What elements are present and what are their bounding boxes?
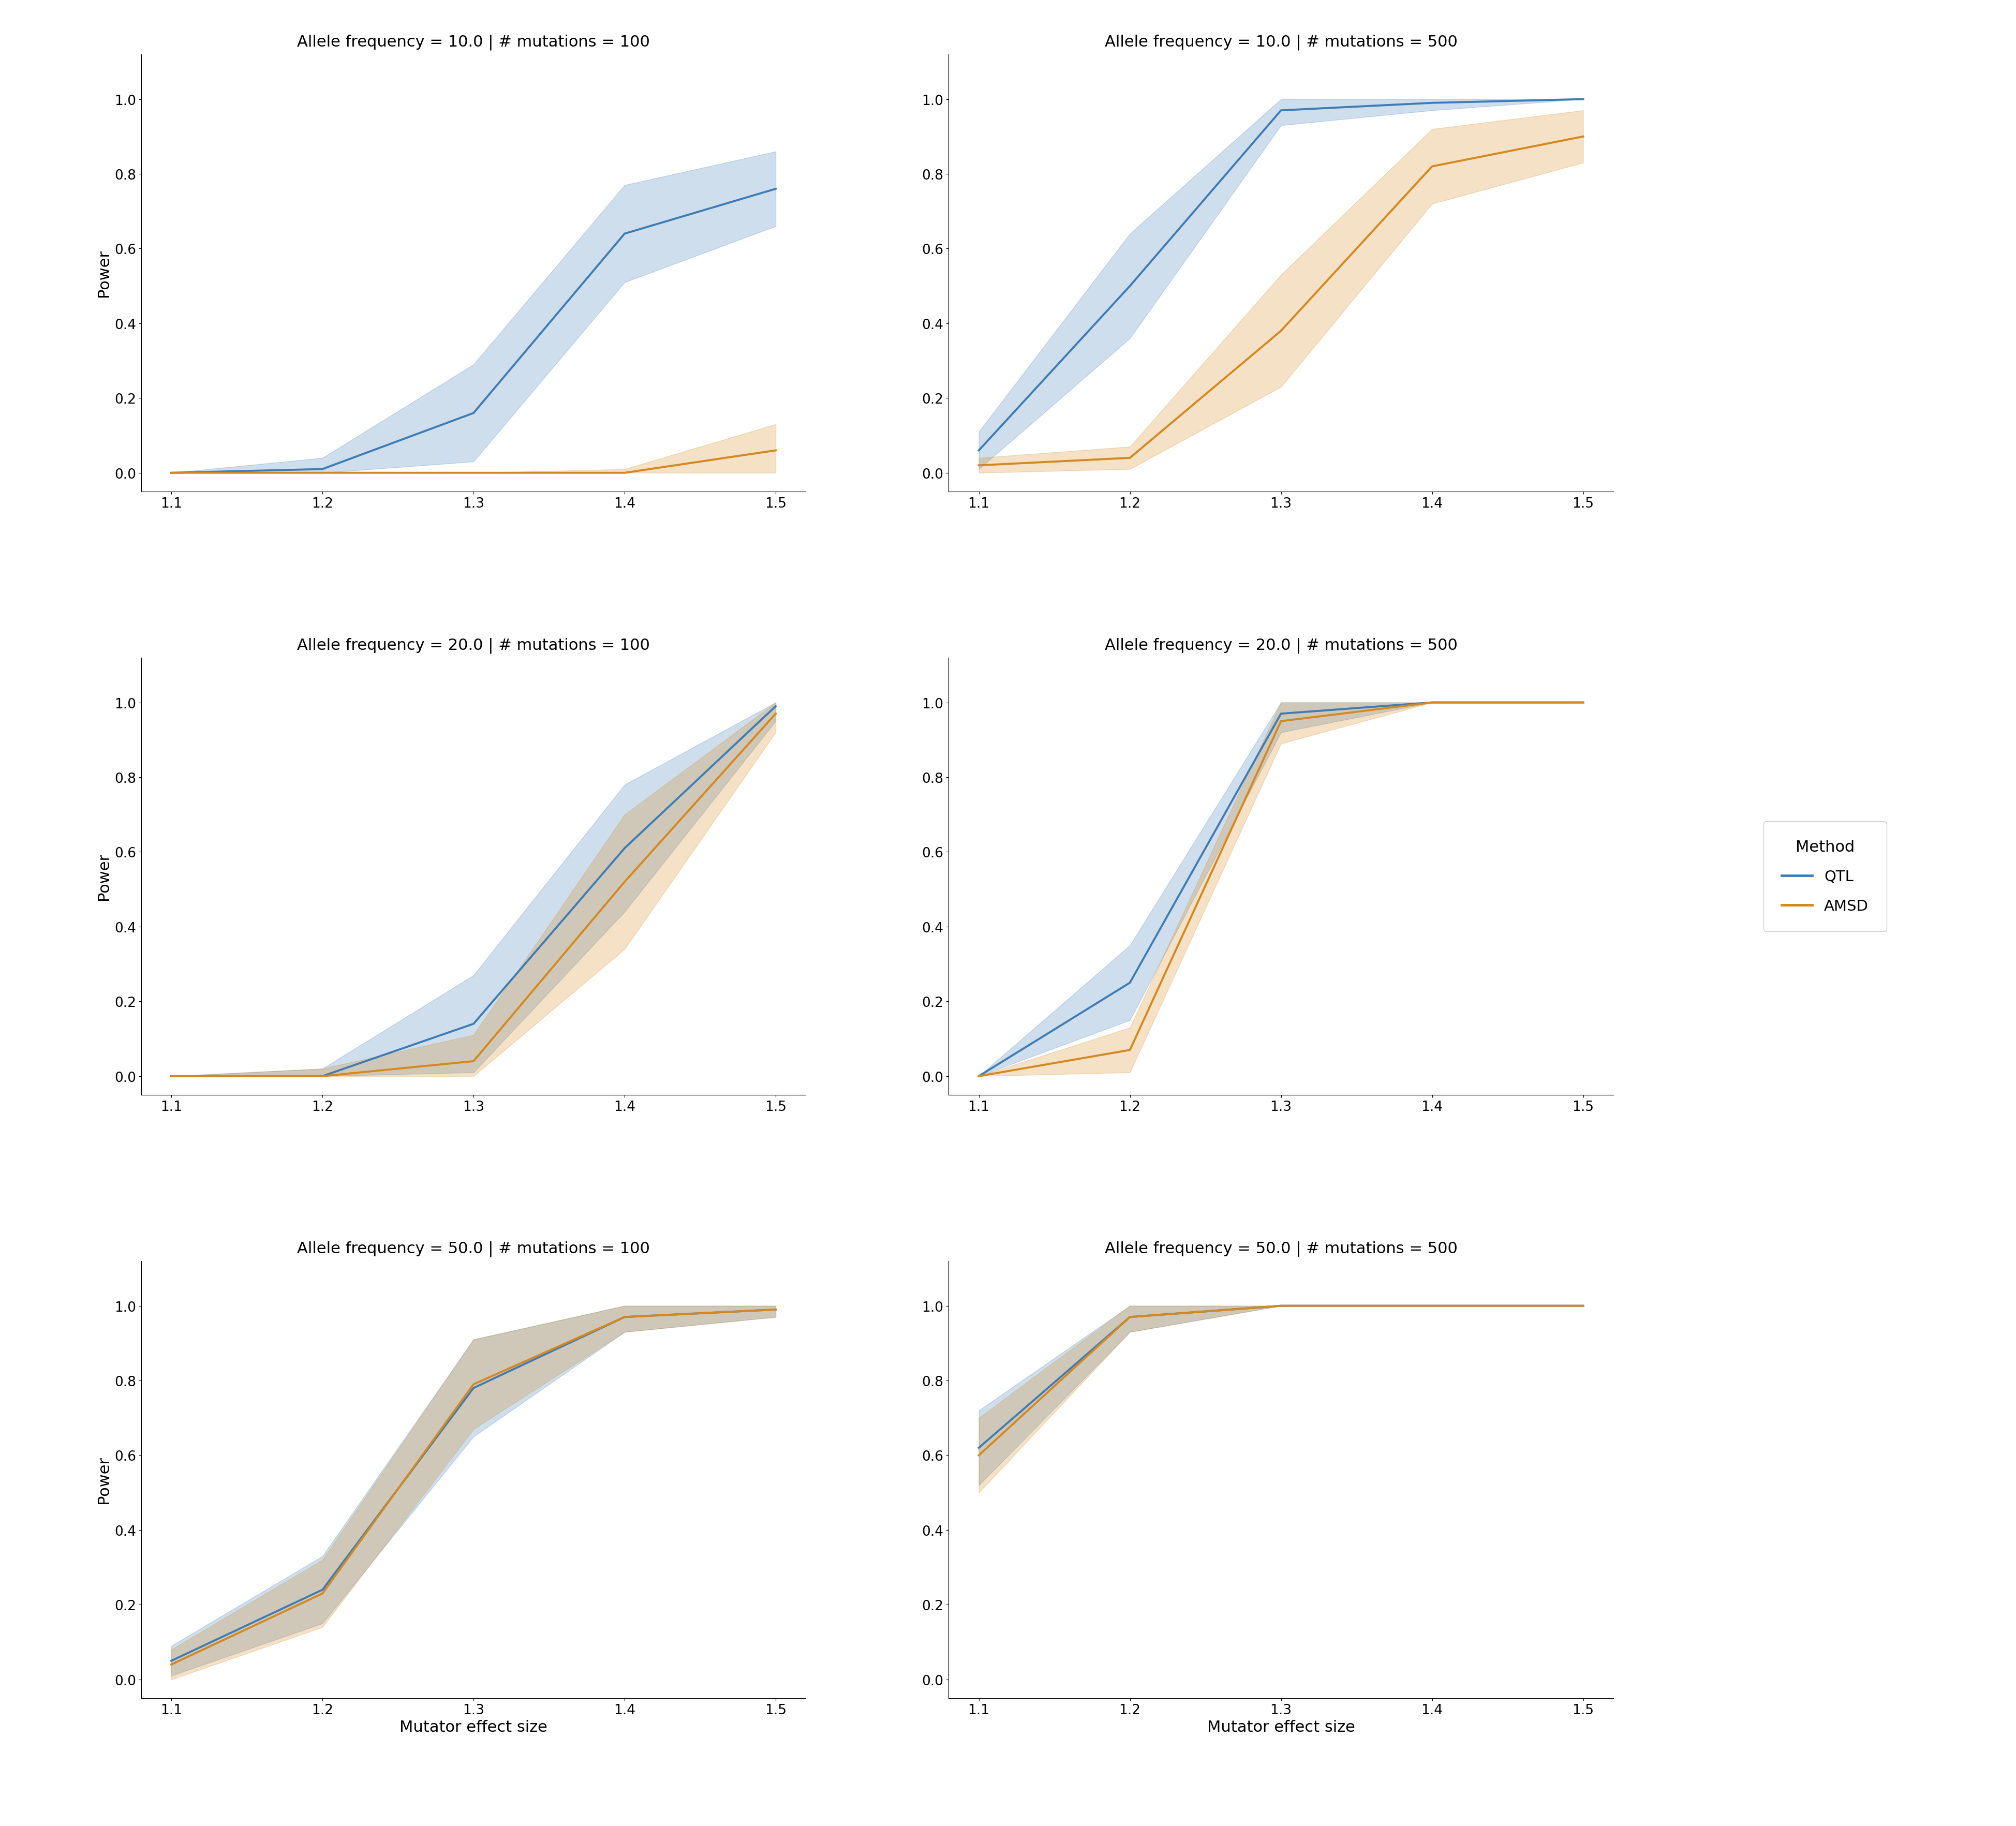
- QTL: [310, 1065, 335, 1086]
- Title: Allele frequency = 20.0 | # mutations = 500: Allele frequency = 20.0 | # mutations = …: [1105, 637, 1458, 654]
- AMSD: [310, 1065, 335, 1086]
- AMSD: [1268, 320, 1292, 341]
- X-axis label: Mutator effect size: Mutator effect size: [399, 1720, 548, 1735]
- QTL: [968, 440, 992, 462]
- QTL: [1117, 1306, 1141, 1328]
- QTL: [764, 696, 788, 718]
- Line: AMSD: AMSD: [171, 1309, 776, 1665]
- AMSD: [764, 440, 788, 462]
- AMSD: [968, 1444, 992, 1466]
- QTL: [310, 1579, 335, 1601]
- QTL: [462, 402, 486, 424]
- Line: AMSD: AMSD: [980, 1306, 1583, 1455]
- AMSD: [159, 1654, 183, 1676]
- QTL: [1419, 692, 1443, 714]
- QTL: [159, 1065, 183, 1086]
- Line: QTL: QTL: [980, 100, 1583, 451]
- Line: QTL: QTL: [171, 190, 776, 473]
- AMSD: [968, 455, 992, 477]
- Line: AMSD: AMSD: [980, 703, 1583, 1076]
- QTL: [1570, 692, 1595, 714]
- Title: Allele frequency = 50.0 | # mutations = 100: Allele frequency = 50.0 | # mutations = …: [296, 1240, 649, 1256]
- Y-axis label: Power: Power: [97, 250, 111, 298]
- Legend: QTL, AMSD: QTL, AMSD: [1764, 822, 1887, 931]
- Y-axis label: Power: Power: [97, 853, 111, 900]
- AMSD: [310, 462, 335, 484]
- AMSD: [613, 871, 637, 893]
- Title: Allele frequency = 20.0 | # mutations = 100: Allele frequency = 20.0 | # mutations = …: [296, 637, 649, 654]
- AMSD: [1419, 155, 1443, 177]
- QTL: [159, 462, 183, 484]
- AMSD: [1117, 1039, 1141, 1061]
- QTL: [1117, 276, 1141, 298]
- Line: QTL: QTL: [171, 1309, 776, 1662]
- QTL: [1117, 971, 1141, 993]
- QTL: [310, 458, 335, 480]
- QTL: [764, 1298, 788, 1320]
- QTL: [159, 1651, 183, 1673]
- QTL: [462, 1013, 486, 1035]
- Y-axis label: Power: Power: [97, 1455, 111, 1503]
- AMSD: [613, 462, 637, 484]
- AMSD: [764, 1298, 788, 1320]
- AMSD: [1268, 710, 1292, 732]
- QTL: [1268, 100, 1292, 122]
- Line: QTL: QTL: [980, 703, 1583, 1076]
- Line: AMSD: AMSD: [171, 714, 776, 1076]
- QTL: [613, 1306, 637, 1328]
- AMSD: [1570, 692, 1595, 714]
- AMSD: [613, 1306, 637, 1328]
- QTL: [968, 1437, 992, 1459]
- Line: AMSD: AMSD: [171, 451, 776, 473]
- AMSD: [1419, 1295, 1443, 1317]
- AMSD: [159, 1065, 183, 1086]
- QTL: [1570, 1295, 1595, 1317]
- Title: Allele frequency = 10.0 | # mutations = 100: Allele frequency = 10.0 | # mutations = …: [296, 35, 649, 49]
- AMSD: [764, 703, 788, 725]
- QTL: [1268, 1295, 1292, 1317]
- AMSD: [968, 1065, 992, 1086]
- AMSD: [462, 1373, 486, 1395]
- AMSD: [1117, 1306, 1141, 1328]
- AMSD: [310, 1583, 335, 1605]
- X-axis label: Mutator effect size: Mutator effect size: [1208, 1720, 1355, 1735]
- QTL: [1268, 703, 1292, 725]
- Line: QTL: QTL: [980, 1306, 1583, 1448]
- QTL: [764, 179, 788, 201]
- QTL: [1419, 93, 1443, 115]
- Line: AMSD: AMSD: [980, 137, 1583, 466]
- QTL: [613, 838, 637, 860]
- QTL: [613, 223, 637, 245]
- AMSD: [1268, 1295, 1292, 1317]
- AMSD: [462, 462, 486, 484]
- AMSD: [1570, 1295, 1595, 1317]
- QTL: [1419, 1295, 1443, 1317]
- QTL: [1570, 89, 1595, 111]
- Line: QTL: QTL: [171, 707, 776, 1076]
- AMSD: [1419, 692, 1443, 714]
- AMSD: [462, 1050, 486, 1072]
- AMSD: [1117, 447, 1141, 469]
- QTL: [968, 1065, 992, 1086]
- AMSD: [159, 462, 183, 484]
- Title: Allele frequency = 10.0 | # mutations = 500: Allele frequency = 10.0 | # mutations = …: [1105, 35, 1458, 49]
- QTL: [462, 1377, 486, 1399]
- AMSD: [1570, 126, 1595, 148]
- Title: Allele frequency = 50.0 | # mutations = 500: Allele frequency = 50.0 | # mutations = …: [1105, 1240, 1458, 1256]
